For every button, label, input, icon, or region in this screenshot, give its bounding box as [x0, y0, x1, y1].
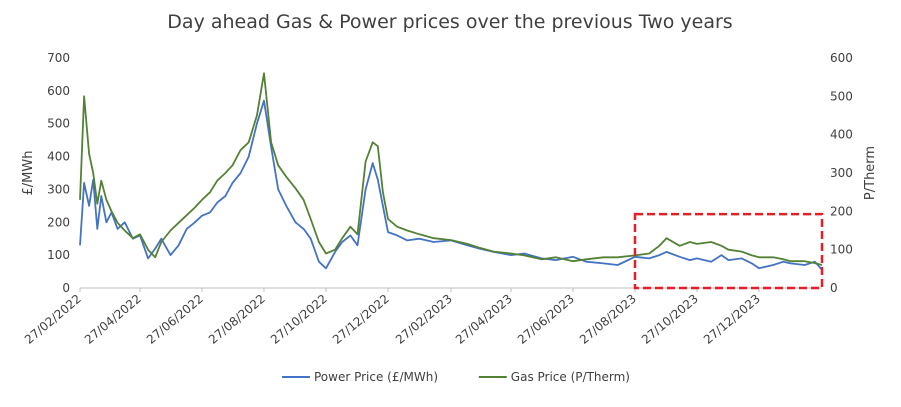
- y-tick-left: 200: [47, 215, 70, 229]
- x-tick-label: 27/08/2023: [577, 292, 639, 347]
- x-tick-label: 27/06/2023: [515, 292, 577, 347]
- x-tick-label: 27/10/2023: [639, 292, 701, 347]
- y-axis-label-right: P/Therm: [863, 146, 878, 200]
- x-tick-label: 27/04/2023: [453, 292, 515, 347]
- y-tick-left: 600: [47, 84, 70, 98]
- y-tick-right: 400: [830, 128, 853, 142]
- highlight-box: [633, 212, 824, 290]
- series-lines: [79, 72, 823, 271]
- chart-title: Day ahead Gas & Power prices over the pr…: [167, 11, 732, 33]
- legend: Power Price (£/MWh) Gas Price (P/Therm): [282, 370, 630, 384]
- y-tick-right: 0: [830, 281, 838, 295]
- x-tick-label: 27/10/2022: [268, 292, 330, 347]
- legend-label: Gas Price (P/Therm): [511, 370, 630, 384]
- tick-labels: 0 100 200 300 400 500 600 700 0 100 200 300 400 500 60…: [22, 51, 853, 347]
- legend-label: Power Price (£/MWh): [314, 370, 438, 384]
- y-tick-right: 300: [830, 166, 853, 180]
- y-tick-left: 0: [62, 281, 70, 295]
- y-tick-left: 400: [47, 150, 70, 164]
- x-tick-label: 27/02/2022: [22, 292, 84, 347]
- x-tick-label: 27/02/2023: [393, 292, 455, 347]
- series-line: [79, 99, 823, 271]
- y-tick-right: 200: [830, 204, 853, 218]
- y-tick-left: 500: [47, 117, 70, 131]
- y-tick-right: 100: [830, 243, 853, 257]
- x-tick-label: 27/12/2023: [701, 292, 763, 347]
- x-tick-label: 27/06/2022: [144, 292, 206, 347]
- y-tick-right: 600: [830, 51, 853, 65]
- y-tick-left: 700: [47, 51, 70, 65]
- x-tick-label: 27/12/2022: [330, 292, 392, 347]
- y-axis-label-left: £/MWh: [21, 151, 36, 196]
- series-line: [79, 72, 823, 266]
- y-tick-left: 100: [47, 248, 70, 262]
- x-tick-label: 27/04/2022: [82, 292, 144, 347]
- x-tick-label: 27/08/2022: [206, 292, 268, 347]
- y-tick-right: 500: [830, 89, 853, 103]
- y-tick-left: 300: [47, 182, 70, 196]
